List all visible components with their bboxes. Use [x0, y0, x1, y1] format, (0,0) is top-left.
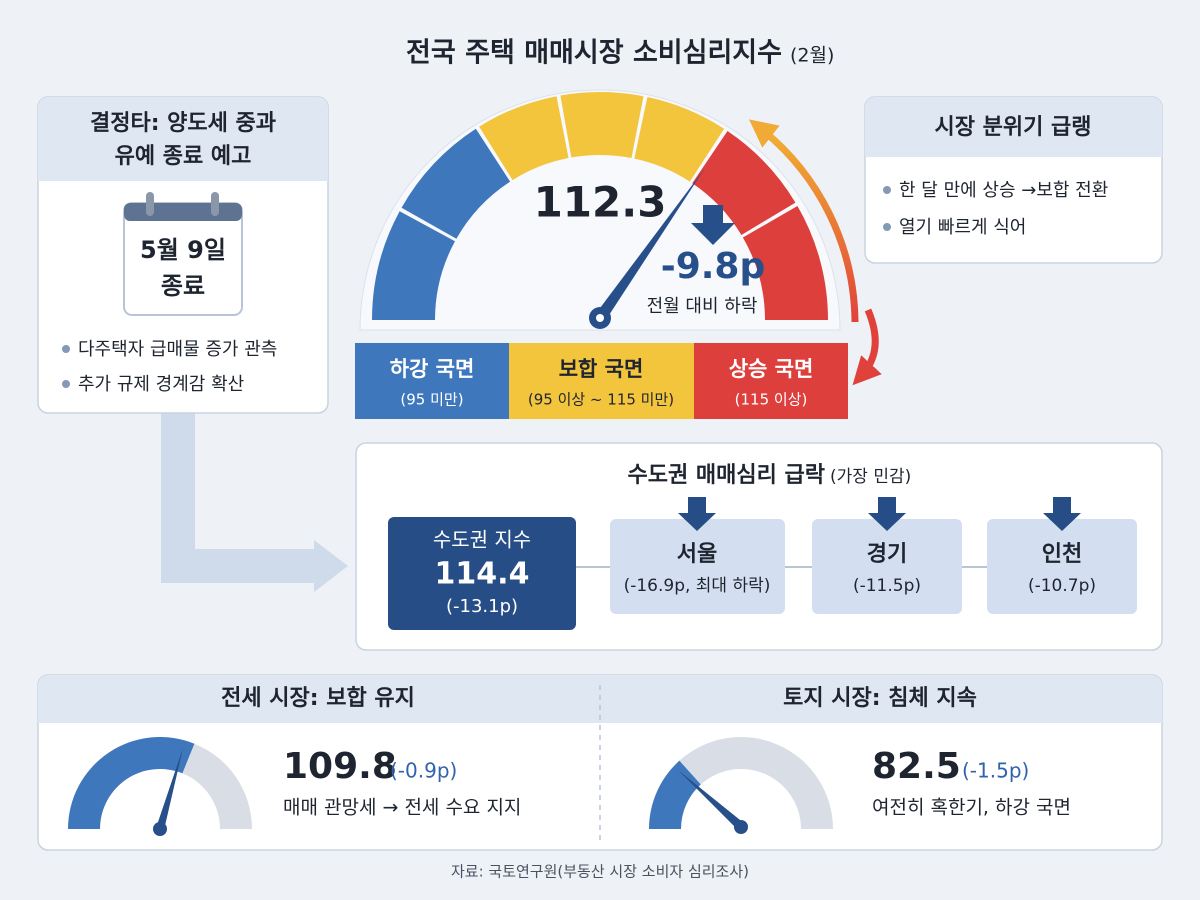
- down-arrow: [1043, 497, 1081, 531]
- mini-gauge-track: [679, 737, 833, 829]
- zone-label: 하강 국면: [390, 357, 475, 381]
- bottom-change: (-0.9p): [390, 759, 457, 783]
- bottom-note: 여전히 혹한기, 하강 국면: [872, 797, 1071, 819]
- left-bullet: 다주택자 급매물 증가 관측: [78, 339, 277, 360]
- zone-down: [355, 343, 509, 419]
- zone-up: [694, 343, 848, 419]
- gauge-segment: [372, 211, 455, 320]
- gauge-segment: [742, 206, 828, 320]
- bottom-note: 매매 관망세 → 전세 수요 지지: [283, 797, 521, 819]
- footer-source: 자료: 국토연구원(부동산 시장 소비자 심리조사): [451, 863, 749, 881]
- region-box: [812, 519, 962, 614]
- metro-index-box: [388, 517, 576, 630]
- needle-hub: [734, 820, 748, 834]
- calendar-top: [124, 203, 242, 221]
- region-name: 경기: [867, 542, 907, 567]
- region-box: [610, 519, 785, 614]
- title: 전국 주택 매매시장 소비심리지수: [406, 38, 782, 69]
- right-title: 시장 분위기 급랭: [935, 115, 1092, 140]
- region-change: (-16.9p, 최대 하락): [624, 576, 771, 596]
- left-bullet: 추가 규제 경계감 확산: [78, 374, 244, 395]
- needle-hub: [153, 822, 167, 836]
- needle: [156, 748, 183, 830]
- metro-index-value: 114.4: [435, 557, 530, 592]
- gauge-segment: [634, 96, 725, 182]
- rise-arrow: [749, 119, 859, 323]
- zone-range: (115 이상): [735, 391, 808, 409]
- fall-arrow: [852, 308, 882, 386]
- region-name: 서울: [677, 542, 717, 567]
- bottom-title: 전세 시장: 보합 유지: [221, 685, 415, 711]
- zone-label: 상승 국면: [729, 357, 814, 381]
- right-bullet: 한 달 만에 상승 →보합 전환: [899, 180, 1108, 201]
- region-change: (-11.5p): [853, 576, 921, 596]
- bullet: [883, 186, 891, 194]
- bottom-title: 토지 시장: 침체 지속: [783, 686, 977, 711]
- down-arrow: [691, 205, 735, 245]
- zone-range: (95 이상 ~ 115 미만): [528, 391, 674, 409]
- mini-gauge-fill: [68, 737, 195, 829]
- right-card-header: [865, 97, 1162, 157]
- zone-range: (95 미만): [400, 391, 463, 409]
- left-title: 유예 종료 예고: [115, 144, 252, 169]
- bottom-change: (-1.5p): [962, 759, 1029, 783]
- bullet: [883, 223, 891, 231]
- region-name: 인천: [1042, 542, 1082, 567]
- bottom-value: 109.8: [283, 746, 397, 787]
- zone-flat: [509, 343, 694, 419]
- region-box: [987, 519, 1137, 614]
- gauge-segment: [401, 128, 511, 239]
- metro-title: 수도권 매매심리 급락: [628, 463, 825, 488]
- needle: [678, 770, 745, 831]
- right-bullet: 열기 빠르게 식어: [899, 217, 1026, 238]
- needle: [595, 168, 705, 322]
- down-arrow: [678, 497, 716, 531]
- region-change: (-10.7p): [1028, 576, 1096, 596]
- gauge-segment: [479, 96, 569, 181]
- gauge-value: 112.3: [534, 178, 667, 227]
- mini-gauge-fill: [649, 760, 701, 829]
- bullet: [62, 380, 70, 388]
- metro-note: (가장 민감): [830, 467, 911, 487]
- gauge-segment: [692, 130, 796, 236]
- bullet: [62, 345, 70, 353]
- gauge-segment: [560, 92, 644, 159]
- zone-label: 보합 국면: [559, 357, 644, 381]
- flow-arrow: [161, 413, 318, 583]
- gauge-change-label: 전월 대비 하락: [647, 296, 758, 317]
- mini-gauge-track: [182, 743, 252, 829]
- metro-index-label: 수도권 지수: [433, 528, 531, 552]
- calendar-ring: [146, 192, 154, 216]
- calendar-date: 5월 9일: [140, 236, 226, 264]
- calendar-end: 종료: [161, 272, 205, 300]
- left-card-header: [38, 97, 328, 181]
- period: (2월): [790, 45, 834, 67]
- gauge-change: -9.8p: [661, 246, 765, 287]
- metro-index-change: (-13.1p): [446, 596, 518, 617]
- down-arrow: [868, 497, 906, 531]
- flow-arrow-head: [314, 540, 348, 592]
- bottom-value: 82.5: [872, 746, 961, 787]
- needle-hub-dot: [596, 314, 604, 322]
- left-title: 결정타: 양도세 중과: [90, 111, 276, 136]
- calendar-ring: [211, 192, 219, 216]
